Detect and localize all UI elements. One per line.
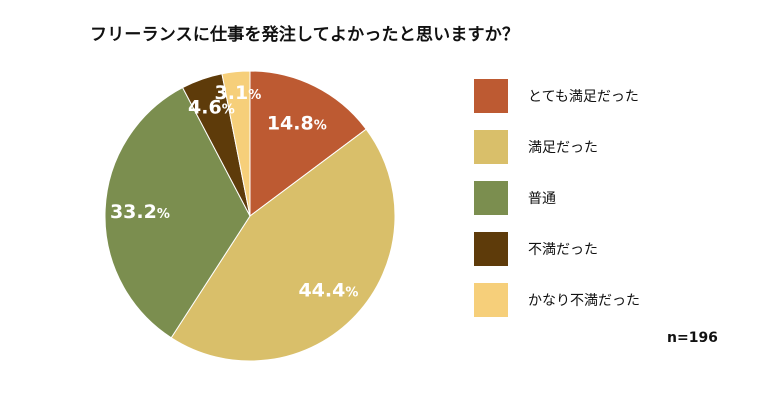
pie-slice — [170, 128, 396, 362]
legend-label: 普通 — [528, 191, 556, 207]
pie-slice — [249, 70, 367, 217]
pie-slice-label: 4.6% — [188, 97, 235, 119]
legend-swatch — [474, 232, 508, 266]
sample-size-label: n=196 — [667, 330, 718, 346]
pie-slice-label: 44.4% — [298, 279, 358, 301]
legend-item: 満足だった — [474, 130, 598, 164]
legend-swatch — [474, 181, 508, 215]
pie-slices — [104, 70, 396, 362]
pie-slice-label: 3.1% — [215, 82, 262, 104]
pie-slice — [104, 86, 251, 339]
legend-item: とても満足だった — [474, 79, 639, 113]
legend-label: かなり不満だった — [528, 293, 640, 309]
pie-slice-label: 14.8% — [267, 113, 327, 135]
legend-label: とても満足だった — [528, 89, 639, 105]
pie-labels: 14.8% 44.4% 33.2% 4.6%3.1% — [110, 82, 358, 301]
legend-label: 満足だった — [528, 140, 598, 156]
legend-item: 不満だった — [474, 232, 598, 266]
legend-swatch — [474, 283, 508, 317]
pie-slice — [221, 70, 251, 217]
legend-swatch — [474, 79, 508, 113]
legend-swatch — [474, 130, 508, 164]
legend-item: かなり不満だった — [474, 283, 640, 317]
legend-item: 普通 — [474, 181, 556, 215]
pie-slice-label: 33.2% — [110, 201, 170, 223]
legend-label: 不満だった — [528, 242, 598, 258]
chart-title: フリーランスに仕事を発注してよかったと思いますか？ — [90, 25, 520, 45]
